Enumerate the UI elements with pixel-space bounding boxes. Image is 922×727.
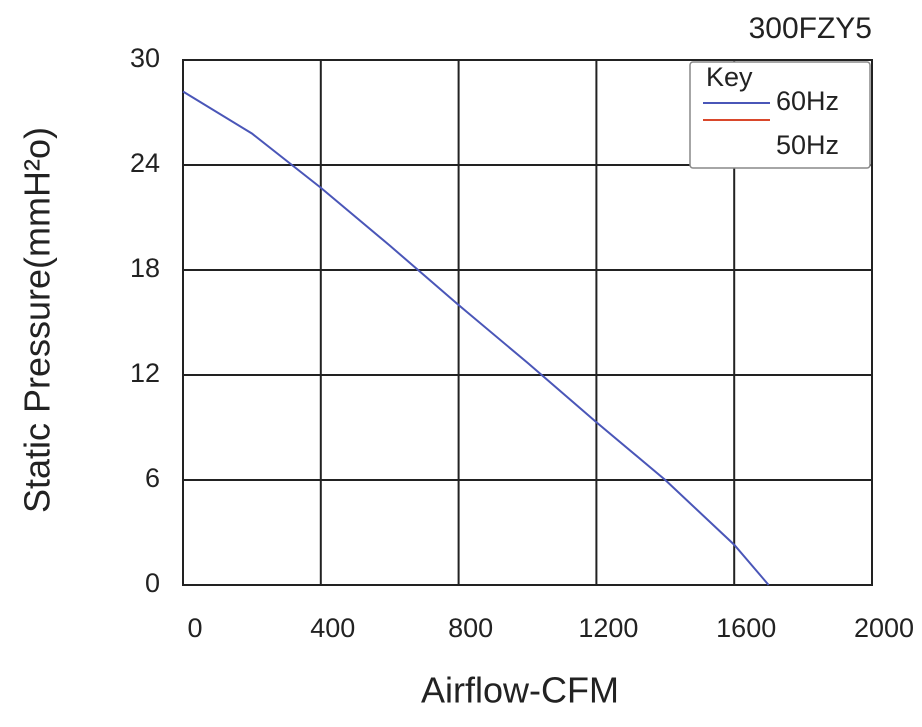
chart-title: 300FZY5: [749, 12, 872, 45]
y-tick-label: 6: [145, 463, 160, 493]
x-axis-title: Airflow-CFM: [421, 670, 619, 711]
line-series: [182, 90, 770, 586]
y-tick-label: 30: [130, 43, 160, 73]
y-axis-title: Static Pressure(mmH²o): [17, 127, 58, 513]
legend-title: Key: [706, 62, 753, 92]
y-tick-label: 0: [145, 568, 160, 598]
y-tick-label: 24: [130, 148, 160, 178]
legend-label: 60Hz: [776, 86, 839, 116]
y-tick-label: 12: [130, 358, 160, 388]
x-tick-label: 1600: [716, 613, 776, 643]
x-tick-label: 0: [187, 613, 202, 643]
legend-label: 50Hz: [776, 130, 839, 160]
x-tick-label: 400: [310, 613, 355, 643]
y-tick-label: 18: [130, 253, 160, 283]
x-tick-label: 800: [448, 613, 493, 643]
legend-box: [689, 61, 871, 169]
x-tick-label: 2000: [854, 613, 914, 643]
x-tick-label: 1200: [578, 613, 638, 643]
